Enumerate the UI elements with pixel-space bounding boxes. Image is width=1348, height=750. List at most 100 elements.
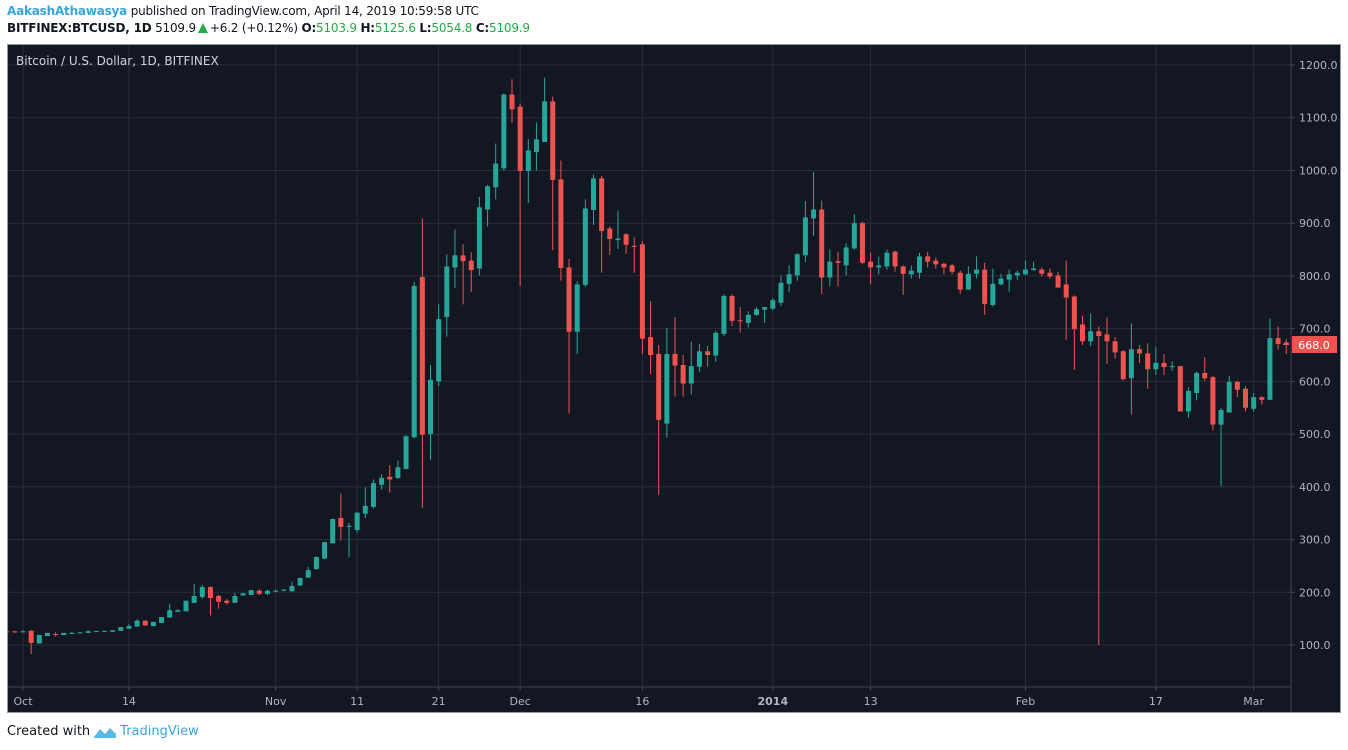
price-tick-label: 800.0 (1299, 270, 1331, 283)
candle-up (428, 365, 433, 460)
candle-down (607, 226, 613, 255)
candle-body (1047, 272, 1053, 277)
candle-body (639, 244, 645, 339)
candle-body (1185, 390, 1191, 412)
candle-body (1267, 338, 1273, 400)
open-label: O: (301, 21, 317, 35)
candle-down (8, 631, 10, 633)
candle-body (762, 307, 768, 310)
time-tick-label: 16 (635, 695, 649, 708)
candle-body (240, 593, 246, 596)
candle-body (1161, 362, 1167, 368)
candle-body (648, 337, 654, 356)
candle-body (558, 179, 564, 269)
last-price-marker: 668.0 (1283, 336, 1337, 353)
candle-body (501, 94, 507, 169)
candle-up (436, 304, 442, 387)
candle-up (501, 93, 507, 171)
candle-body (794, 254, 800, 276)
price-tick-label: 200.0 (1299, 586, 1331, 599)
candle-up (134, 619, 140, 627)
candle-body (533, 139, 539, 153)
candle-up (770, 298, 776, 311)
candle-body (61, 632, 67, 636)
candle-down (648, 301, 654, 374)
candle-up (118, 627, 124, 631)
candle-up (827, 249, 833, 287)
candle-body (338, 517, 344, 527)
candle-up (44, 632, 50, 637)
candle-down (859, 221, 865, 265)
candle-body (191, 595, 197, 603)
candle-body (607, 228, 613, 240)
candle-up (370, 479, 376, 509)
candle-up (61, 632, 67, 636)
candle-body (525, 150, 531, 171)
candle-body (346, 525, 352, 527)
candle-up (199, 584, 205, 599)
candle-up (305, 566, 311, 579)
candle-body (1071, 296, 1077, 330)
time-tick-label: 21 (432, 695, 446, 708)
candle-up (876, 256, 882, 275)
candle-body (664, 353, 670, 424)
candle-down (338, 493, 344, 541)
candle-up (582, 199, 588, 287)
candle-up (1153, 347, 1159, 376)
price-tick-label: 100.0 (1299, 639, 1331, 652)
candle-body (835, 261, 841, 263)
candle-up (346, 522, 352, 558)
candle-body (403, 436, 409, 469)
high-value: 5125.6 (374, 21, 416, 35)
candle-body (167, 610, 173, 618)
candle-body (150, 621, 156, 627)
candle-body (900, 266, 906, 274)
candle-up (542, 77, 548, 142)
candle-body (868, 261, 874, 268)
candle-up (1251, 392, 1257, 412)
candle-down (517, 103, 523, 286)
candle-body (851, 223, 857, 249)
publish-info: AakashAthawasya published on TradingView… (7, 4, 479, 18)
candle-body (1251, 397, 1257, 409)
grid-lines (8, 45, 1291, 687)
candle-up (762, 307, 768, 323)
candle-body (1137, 349, 1143, 354)
candle-down (737, 307, 743, 333)
candle-up (843, 243, 849, 276)
candle-body (77, 632, 83, 634)
candle-up (150, 621, 156, 627)
candle-up (110, 630, 116, 632)
candle-down (1283, 339, 1289, 354)
footer: Created with TradingView (7, 724, 199, 739)
candle-down (28, 630, 34, 654)
candle-body (827, 261, 833, 278)
candle-up (811, 172, 817, 236)
candle-body (460, 255, 466, 262)
chart-panel[interactable]: 100.0 200.0 300.0 400.0 500.0 600.0 700.0 800.0… (7, 44, 1341, 713)
candle-body (517, 106, 523, 171)
publish-text: published on TradingView.com, April 14, … (130, 4, 479, 18)
candle-body (183, 600, 189, 612)
candle-down (599, 175, 605, 273)
candle-body (1145, 353, 1151, 370)
candle-body (705, 351, 711, 356)
candle-body (20, 631, 26, 633)
low-value: 5054.8 (431, 21, 473, 35)
author-link[interactable]: AakashAthawasya (7, 4, 128, 18)
candle-down (672, 317, 678, 397)
candle-down (1275, 326, 1281, 350)
candle-body (28, 630, 34, 643)
candle-body (493, 163, 499, 188)
candle-up (1218, 407, 1224, 487)
candle-up (248, 590, 254, 595)
candle-up (281, 589, 287, 592)
candle-up (175, 609, 181, 612)
price-tick-label: 1000.0 (1299, 164, 1338, 177)
candle-body (53, 633, 59, 635)
candle-body (754, 309, 759, 315)
candlestick-chart[interactable]: 100.0 200.0 300.0 400.0 500.0 600.0 700.0 800.0… (8, 45, 1340, 712)
tradingview-link[interactable]: TradingView (120, 724, 199, 739)
candle-down (468, 252, 474, 292)
candle-body (142, 620, 148, 626)
